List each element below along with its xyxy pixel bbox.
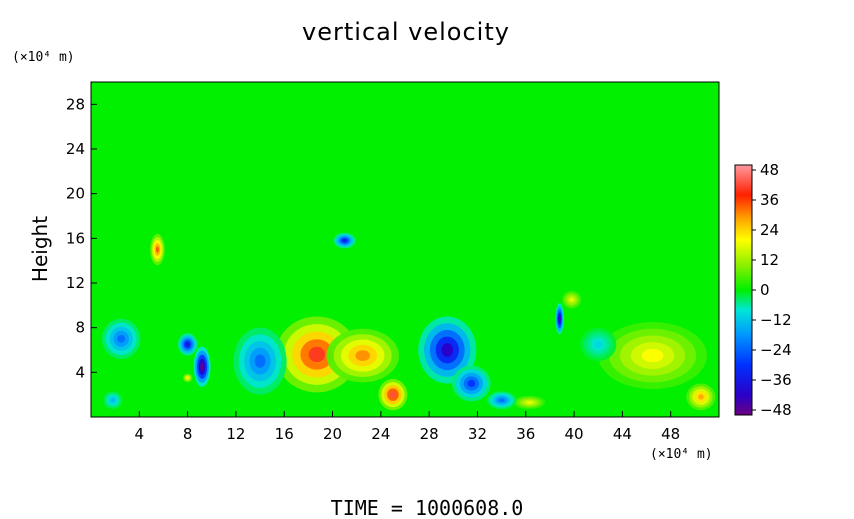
colorbar-label: 12 (760, 251, 779, 269)
chart-title: vertical velocity (302, 18, 510, 46)
y-tick-label: 8 (75, 319, 85, 337)
colorbar-label: −12 (760, 311, 792, 329)
x-tick-label: 16 (275, 425, 294, 443)
colorbar-label: 36 (760, 191, 779, 209)
x-unit-label: (×10⁴ m) (650, 447, 713, 462)
heatmap-feature-11-level-4 (441, 343, 454, 357)
y-tick-label: 28 (66, 95, 85, 113)
colorbar-label: 24 (760, 221, 779, 239)
colorbar-label: 48 (760, 161, 779, 179)
heatmap-feature-5-level-4 (155, 246, 159, 253)
heatmap-feature-2-level-4 (390, 391, 396, 398)
heatmap-feature-3-level-4 (641, 348, 664, 363)
x-axis: 4 8 12 16 20 24 28 32 36 40 44 48 (135, 411, 680, 443)
heatmap-feature-0-level-4 (308, 346, 326, 363)
colorbar-label: −48 (760, 401, 792, 419)
colorbar-labels: 48 36 24 12 0 −12 −24 −36 −48 (752, 161, 792, 419)
y-tick-label: 20 (66, 185, 85, 203)
heatmap-feature-8-level-4 (186, 376, 189, 379)
plot-frame (90, 81, 720, 418)
colorbar-label: −36 (760, 371, 792, 389)
colorbar (734, 164, 753, 416)
heatmap-feature-14-level-4 (254, 354, 266, 368)
y-tick-label: 24 (66, 140, 85, 158)
heatmap-feature-12-level-4 (467, 379, 476, 388)
heatmap-feature-7-level-4 (526, 401, 533, 404)
heatmap-feature-17-level-4 (342, 239, 347, 243)
heatmap-feature-13-level-4 (498, 398, 505, 403)
y-axis: 4 8 12 16 20 24 28 (66, 95, 97, 381)
heatmap-feature-1-level-4 (355, 350, 370, 361)
x-tick-label: 32 (468, 425, 487, 443)
x-tick-label: 4 (135, 425, 145, 443)
heatmap-feature-9-level-4 (200, 362, 204, 371)
heatmap-feature-10-level-4 (185, 342, 190, 347)
heatmap-feature-19-level-4 (594, 341, 602, 348)
x-tick-label: 44 (613, 425, 632, 443)
heatmap-feature-18-level-4 (110, 398, 115, 403)
colorbar-label: −24 (760, 341, 792, 359)
x-tick-label: 36 (516, 425, 535, 443)
x-tick-label: 12 (226, 425, 245, 443)
y-tick-label: 16 (66, 229, 85, 247)
heatmap-feature-16-level-4 (558, 315, 561, 322)
x-tick-label: 20 (323, 425, 342, 443)
y-unit-label: (×10⁴ m) (12, 50, 75, 65)
y-tick-label: 12 (66, 274, 85, 292)
x-tick-label: 8 (183, 425, 193, 443)
heatmap-feature-4-level-4 (697, 394, 704, 400)
x-tick-label: 24 (371, 425, 390, 443)
x-tick-label: 28 (420, 425, 439, 443)
x-tick-label: 40 (565, 425, 584, 443)
heatmap-field (101, 232, 716, 411)
y-axis-label: Height (28, 216, 52, 282)
heatmap-feature-15-level-4 (117, 334, 126, 343)
colorbar-label: 0 (760, 281, 770, 299)
heatmap-feature-6-level-4 (569, 297, 574, 302)
y-tick-label: 4 (75, 363, 85, 381)
time-readout: TIME = 1000608.0 (331, 496, 524, 519)
x-tick-label: 48 (661, 425, 680, 443)
